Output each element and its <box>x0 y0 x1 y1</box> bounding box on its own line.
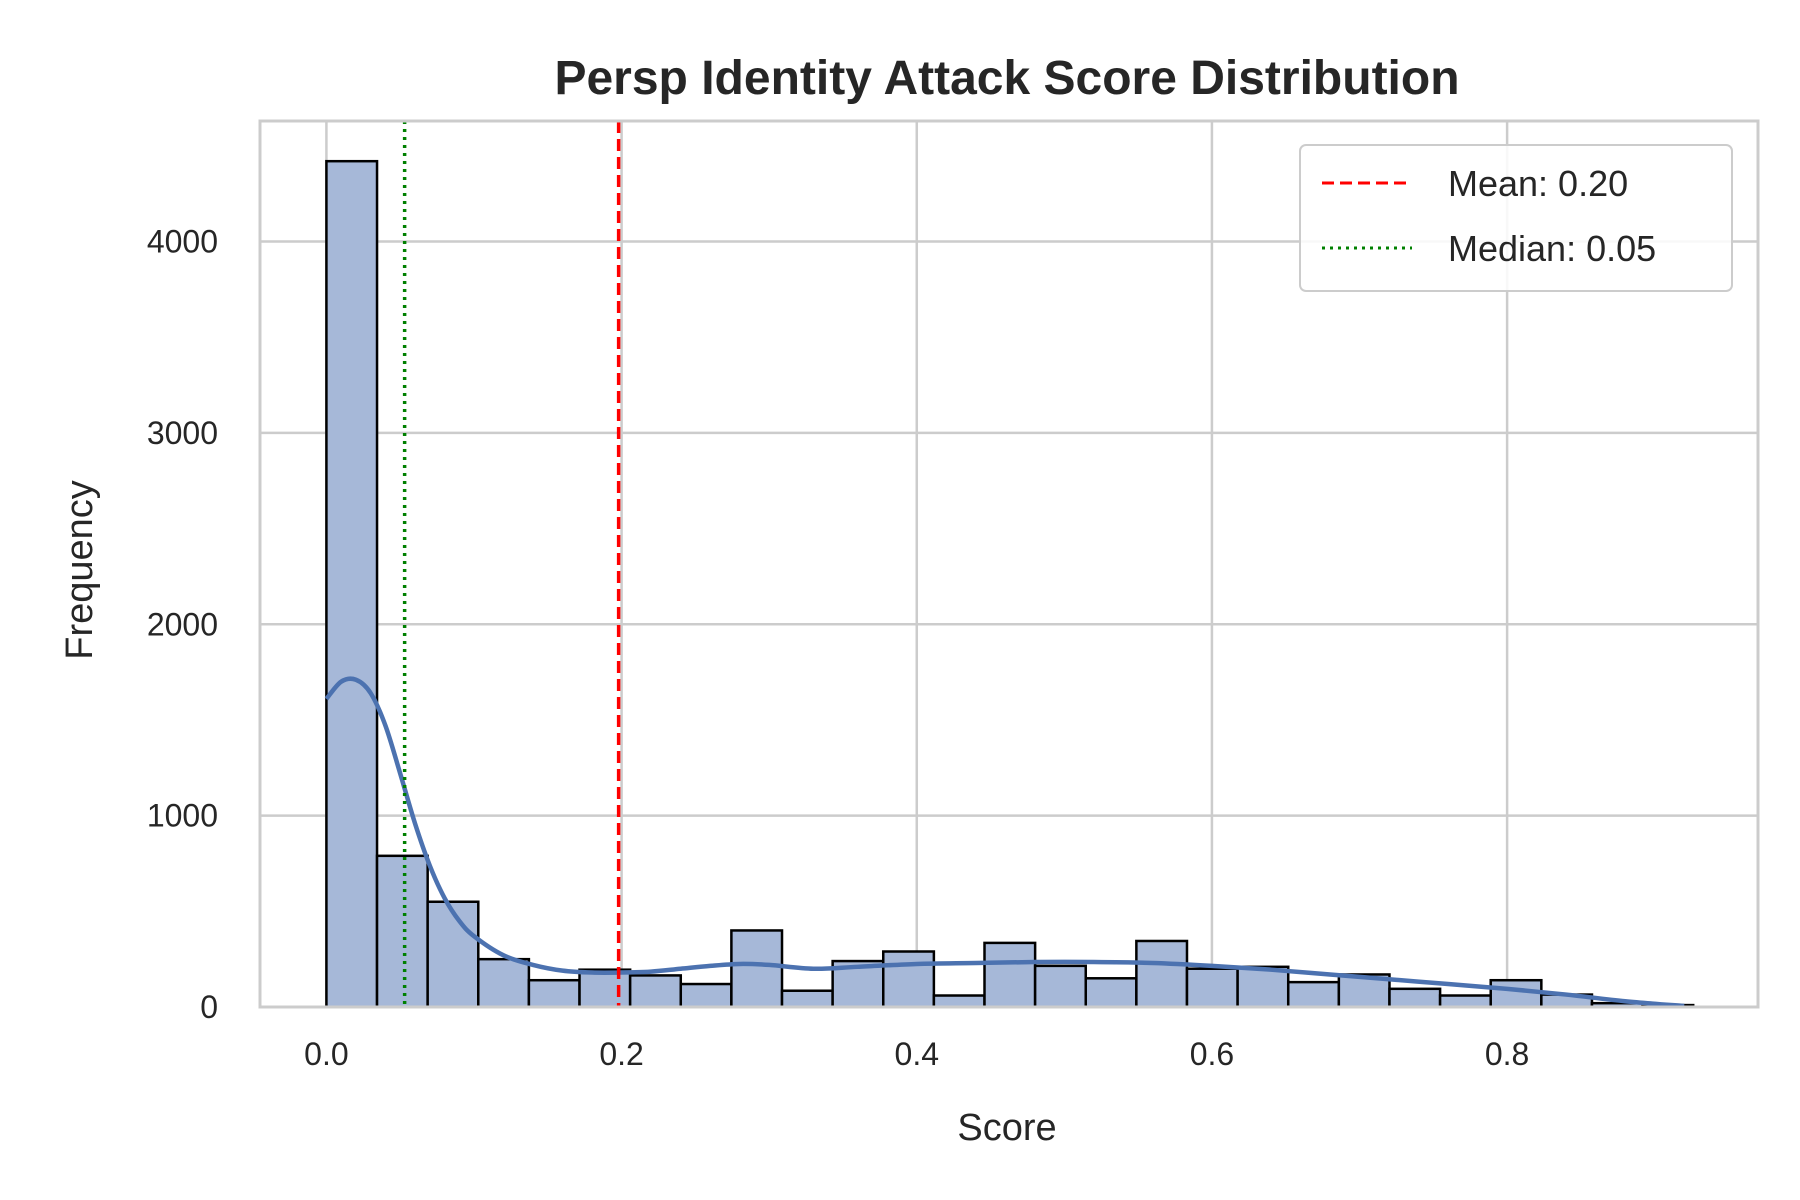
histogram-bar <box>1388 987 1442 1009</box>
histogram-bar <box>628 974 683 1009</box>
y-tick-label: 4000 <box>147 224 218 260</box>
y-tick-label: 2000 <box>147 606 218 642</box>
x-tick-label: 0.0 <box>304 1036 348 1072</box>
y-axis-ticks: 0 1000 2000 3000 4000 <box>147 224 218 1025</box>
histogram-bar <box>1438 994 1492 1009</box>
reference-lines <box>402 121 621 1007</box>
histogram-bar <box>1033 964 1087 1009</box>
histogram-bar <box>983 941 1037 1009</box>
histogram-bar <box>679 982 733 1009</box>
kde-curve <box>324 676 1685 1009</box>
histogram-bar <box>932 994 986 1009</box>
histogram-bar <box>325 159 379 1009</box>
y-tick-label: 0 <box>200 989 218 1025</box>
histogram-bar <box>426 900 480 1009</box>
x-tick-label: 0.8 <box>1485 1036 1529 1072</box>
x-axis-ticks: 0.0 0.2 0.4 0.6 0.8 <box>304 1036 1529 1072</box>
x-tick-label: 0.6 <box>1190 1036 1234 1072</box>
legend-label-median: Median: 0.05 <box>1448 228 1656 269</box>
histogram-bar <box>1236 965 1290 1009</box>
histogram-bar <box>882 950 936 1009</box>
y-tick-label: 1000 <box>147 798 218 834</box>
legend: Mean: 0.20 Median: 0.05 <box>1299 144 1733 292</box>
plot-frame <box>258 119 1760 1009</box>
histogram-bar <box>1286 980 1341 1009</box>
histogram-bar <box>730 929 784 1009</box>
histogram-bar <box>1135 939 1189 1009</box>
y-axis-label: Frequency <box>59 480 101 660</box>
legend-label-mean: Mean: 0.20 <box>1448 163 1628 204</box>
chart-title: Persp Identity Attack Score Distribution <box>554 52 1459 105</box>
y-tick-label: 3000 <box>147 415 218 451</box>
histogram-bar <box>477 957 531 1009</box>
x-tick-label: 0.2 <box>599 1036 643 1072</box>
histogram-bar <box>527 978 581 1009</box>
legend-box <box>1299 144 1733 292</box>
x-axis-label: Score <box>957 1107 1056 1149</box>
histogram-bar <box>1185 967 1239 1009</box>
kde-line <box>324 676 1685 1009</box>
x-tick-label: 0.4 <box>895 1036 939 1072</box>
histogram-bar <box>780 989 834 1009</box>
histogram-bar <box>375 854 429 1009</box>
histogram-bar <box>1084 977 1138 1009</box>
histogram-bars <box>325 159 1695 1009</box>
histogram-bar <box>578 968 632 1009</box>
